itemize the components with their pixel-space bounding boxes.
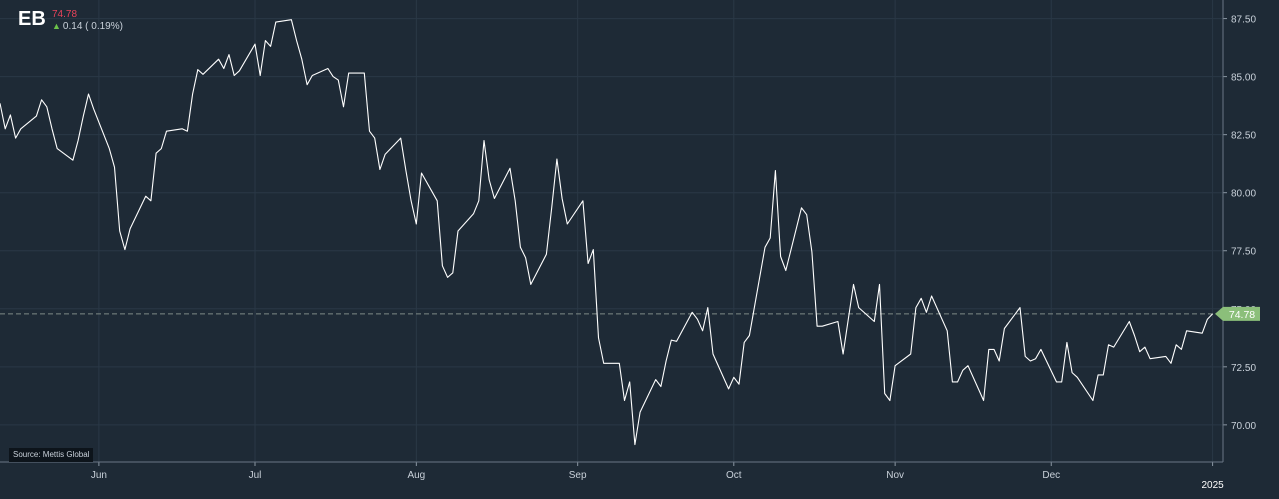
x-tick-label: Aug [407,470,425,481]
y-tick-label: 85.00 [1231,73,1256,84]
last-value-badge [1215,306,1260,321]
last-value-badge-text: 74.78 [1229,309,1255,321]
price-change-value: 0.14 ( 0.19%) [62,21,123,32]
price-series-line [0,19,1213,446]
last-value-layer: 74.78 [1215,306,1260,321]
ticker-symbol: EB [18,8,46,30]
axis-layer: 70.0072.5075.0077.5080.0082.5085.0087.50… [0,0,1256,491]
price-change: ▲ 0.14 ( 0.19%) [52,21,123,32]
x-tick-label: Jul [249,470,262,481]
last-price: 74.78 [52,9,78,20]
x-tick-label: Sep [569,470,587,481]
grid-layer [0,0,1223,462]
x-tick-label: 2025 [1201,480,1224,491]
x-tick-label: Nov [886,470,904,481]
y-tick-label: 82.50 [1231,131,1256,142]
y-tick-label: 72.50 [1231,363,1256,374]
y-tick-label: 70.00 [1231,421,1256,432]
x-tick-label: Dec [1042,470,1060,481]
series-layer [0,19,1213,446]
x-tick-label: Jun [91,470,107,481]
y-tick-label: 77.50 [1231,247,1256,258]
up-arrow-icon: ▲ [52,21,61,31]
y-tick-label: 87.50 [1231,15,1256,26]
x-tick-label: Oct [726,470,742,481]
source-label: Source: Mettis Global [9,448,94,462]
y-tick-label: 80.00 [1231,189,1256,200]
